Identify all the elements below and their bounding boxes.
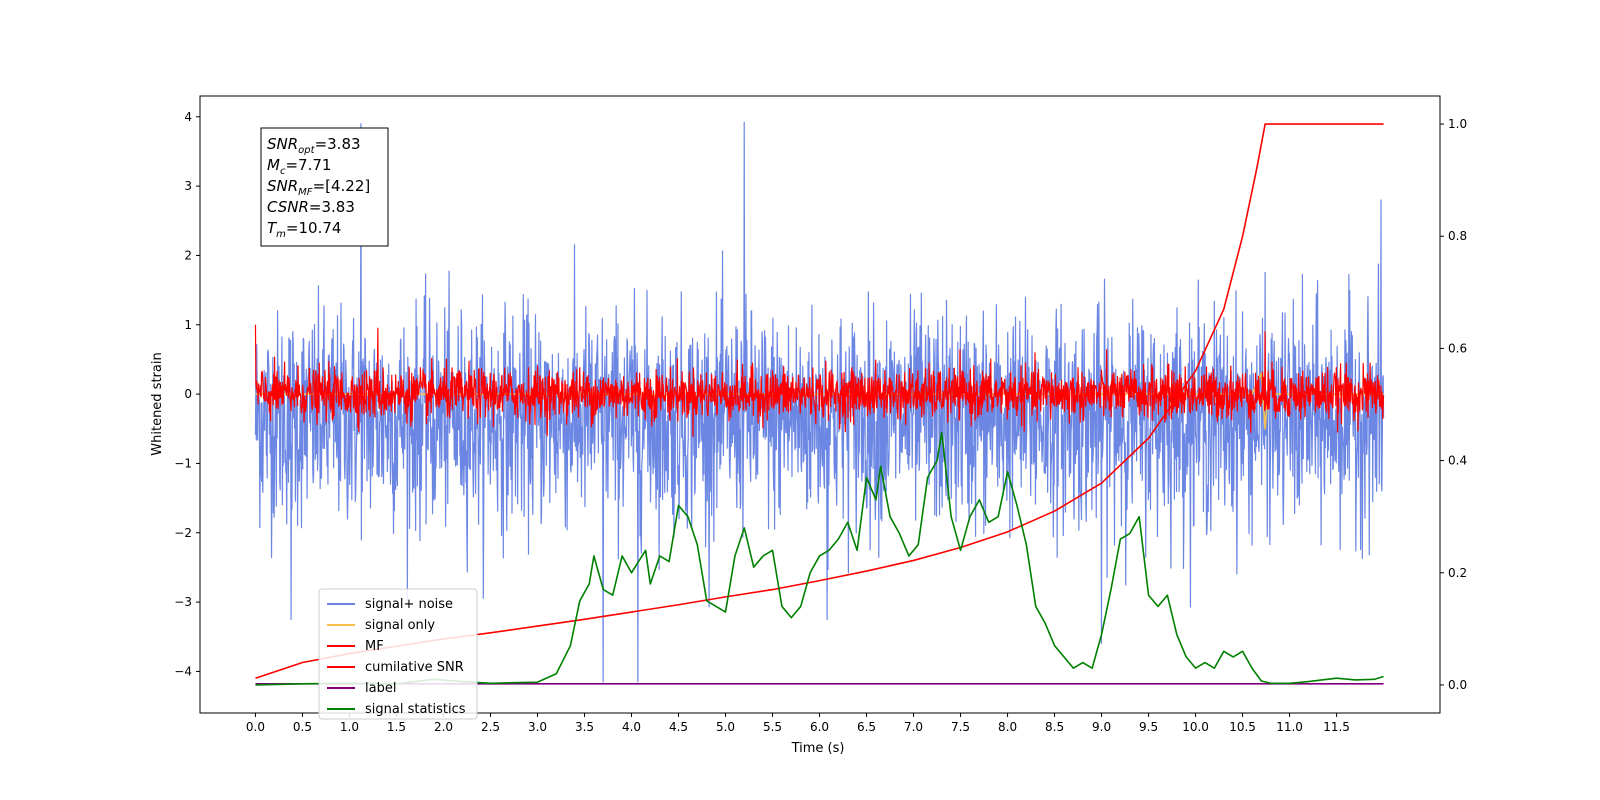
x-tick-label: 11.5 [1323,720,1350,734]
y-tick-label-right: 1.0 [1448,117,1467,131]
x-tick-label: 2.0 [434,720,453,734]
legend-label: label [365,681,396,696]
legend: signal+ noise signal only MF cumilative SNR… [318,588,478,720]
x-tick-label: 4.5 [669,720,688,734]
x-tick-label: 9.5 [1139,720,1158,734]
y-tick-label-left: 1 [184,318,192,332]
x-tick-label: 8.0 [998,720,1017,734]
x-tick-label: 0.0 [246,720,265,734]
legend-label: signal only [365,618,435,633]
y-tick-label-left: 0 [184,387,192,401]
x-tick-label: 3.0 [528,720,547,734]
series-line [254,324,1385,437]
annotation-line: Tm=10.74 [267,219,341,240]
annotation-frame [260,127,389,247]
y-tick-label-right: 0.8 [1448,229,1467,243]
annotation-line: Mc=7.71 [267,156,331,177]
y-axis-label: Whitened strain [150,352,165,455]
y-tick-label-left: 2 [184,248,192,262]
x-tick-label: 6.0 [810,720,829,734]
legend-label: MF [365,639,384,654]
y-axis-right: 0.0 0.2 0.4 0.6 0.8 1.0 [1440,117,1467,692]
y-tick-label-left: −3 [174,595,192,609]
x-tick-label: 8.5 [1045,720,1064,734]
y-tick-label-left: −2 [174,526,192,540]
y-tick-label-left: 4 [184,110,192,124]
y-tick-label-left: −4 [174,664,192,678]
x-tick-label: 1.5 [387,720,406,734]
legend-label: cumilative SNR [365,660,464,675]
annotation-line: SNRopt=3.83 [267,135,361,156]
legend-label: signal+ noise [365,597,453,612]
y-tick-label-right: 0.6 [1448,341,1467,355]
series-line [255,431,1384,686]
y-tick-label-right: 0.4 [1448,454,1467,468]
series-line [254,121,1385,683]
y-tick-label-right: 0.2 [1448,566,1467,580]
annotation-line: CSNR=3.83 [267,198,355,216]
y-tick-label-right: 0.0 [1448,678,1467,692]
x-tick-label: 5.5 [763,720,782,734]
annotation-line: SNRMF=[4.22] [267,177,370,198]
x-tick-label: 2.5 [481,720,500,734]
x-axis: 0.0 0.5 1.0 1.5 2.0 2.5 3.0 3.5 4.0 4.5 5.0 5.5 6.0 6… [246,713,1350,734]
y-tick-label-left: 3 [184,179,192,193]
legend-frame [318,588,478,720]
x-tick-label: 10.5 [1229,720,1256,734]
x-tick-label: 5.0 [716,720,735,734]
legend-label: signal statistics [365,702,466,717]
x-tick-label: 7.5 [951,720,970,734]
x-tick-label: 4.0 [622,720,641,734]
x-axis-label: Time (s) [791,741,845,756]
x-tick-label: 11.0 [1276,720,1303,734]
x-tick-label: 9.0 [1092,720,1111,734]
x-tick-label: 10.0 [1182,720,1209,734]
y-tick-label-left: −1 [174,456,192,470]
x-tick-label: 3.5 [575,720,594,734]
x-tick-label: 1.0 [340,720,359,734]
x-tick-label: 0.5 [293,720,312,734]
x-tick-label: 7.0 [904,720,923,734]
y-axis-left: −4 −3 −2 −1 0 1 2 3 4 [174,110,200,678]
x-tick-label: 6.5 [857,720,876,734]
